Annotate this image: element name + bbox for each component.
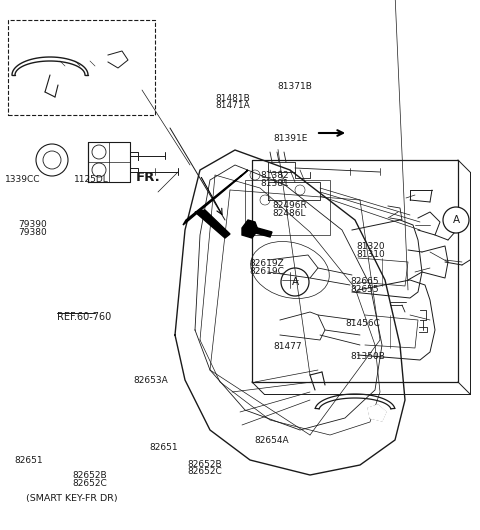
Text: 1125DL: 1125DL [74,175,109,183]
Text: 81310: 81310 [356,250,385,259]
Text: 81456C: 81456C [346,319,381,328]
Text: A: A [291,277,299,287]
Text: 82652C: 82652C [72,479,107,488]
Polygon shape [368,405,386,421]
Text: 82652B: 82652B [187,460,222,469]
Text: 1339CC: 1339CC [5,175,40,183]
Text: REF.60-760: REF.60-760 [57,312,111,322]
Text: 81381: 81381 [260,179,289,188]
Text: 82653A: 82653A [133,376,168,385]
Text: 82655: 82655 [350,285,379,294]
Text: A: A [453,215,459,225]
Text: 81371B: 81371B [277,82,312,91]
Text: 82665: 82665 [350,278,379,286]
Text: 81391E: 81391E [274,135,308,143]
Text: 82651: 82651 [14,456,43,464]
Polygon shape [252,227,272,237]
Text: 81481B: 81481B [215,94,250,103]
Text: 82654A: 82654A [254,437,289,445]
Polygon shape [242,220,258,238]
Text: 82651: 82651 [150,444,179,452]
Text: 81477: 81477 [274,342,302,351]
Text: 81382: 81382 [260,172,289,180]
Text: 82496R: 82496R [273,201,307,210]
Text: FR.: FR. [135,171,160,184]
Text: 81350B: 81350B [350,352,385,360]
Text: 79380: 79380 [18,228,47,236]
Polygon shape [195,210,230,238]
Polygon shape [183,170,248,225]
Bar [245,180,330,235]
Text: (SMART KEY-FR DR): (SMART KEY-FR DR) [26,494,118,502]
Polygon shape [108,51,128,68]
Text: 81471A: 81471A [215,102,250,110]
Circle shape [443,207,469,233]
Text: 82619Z: 82619Z [250,260,284,268]
Text: 82652C: 82652C [187,467,222,476]
Text: 82486L: 82486L [273,209,306,217]
Text: 82619C: 82619C [250,267,285,276]
Text: 82652B: 82652B [72,472,107,480]
Text: 81320: 81320 [356,243,385,251]
Text: 79390: 79390 [18,220,47,229]
